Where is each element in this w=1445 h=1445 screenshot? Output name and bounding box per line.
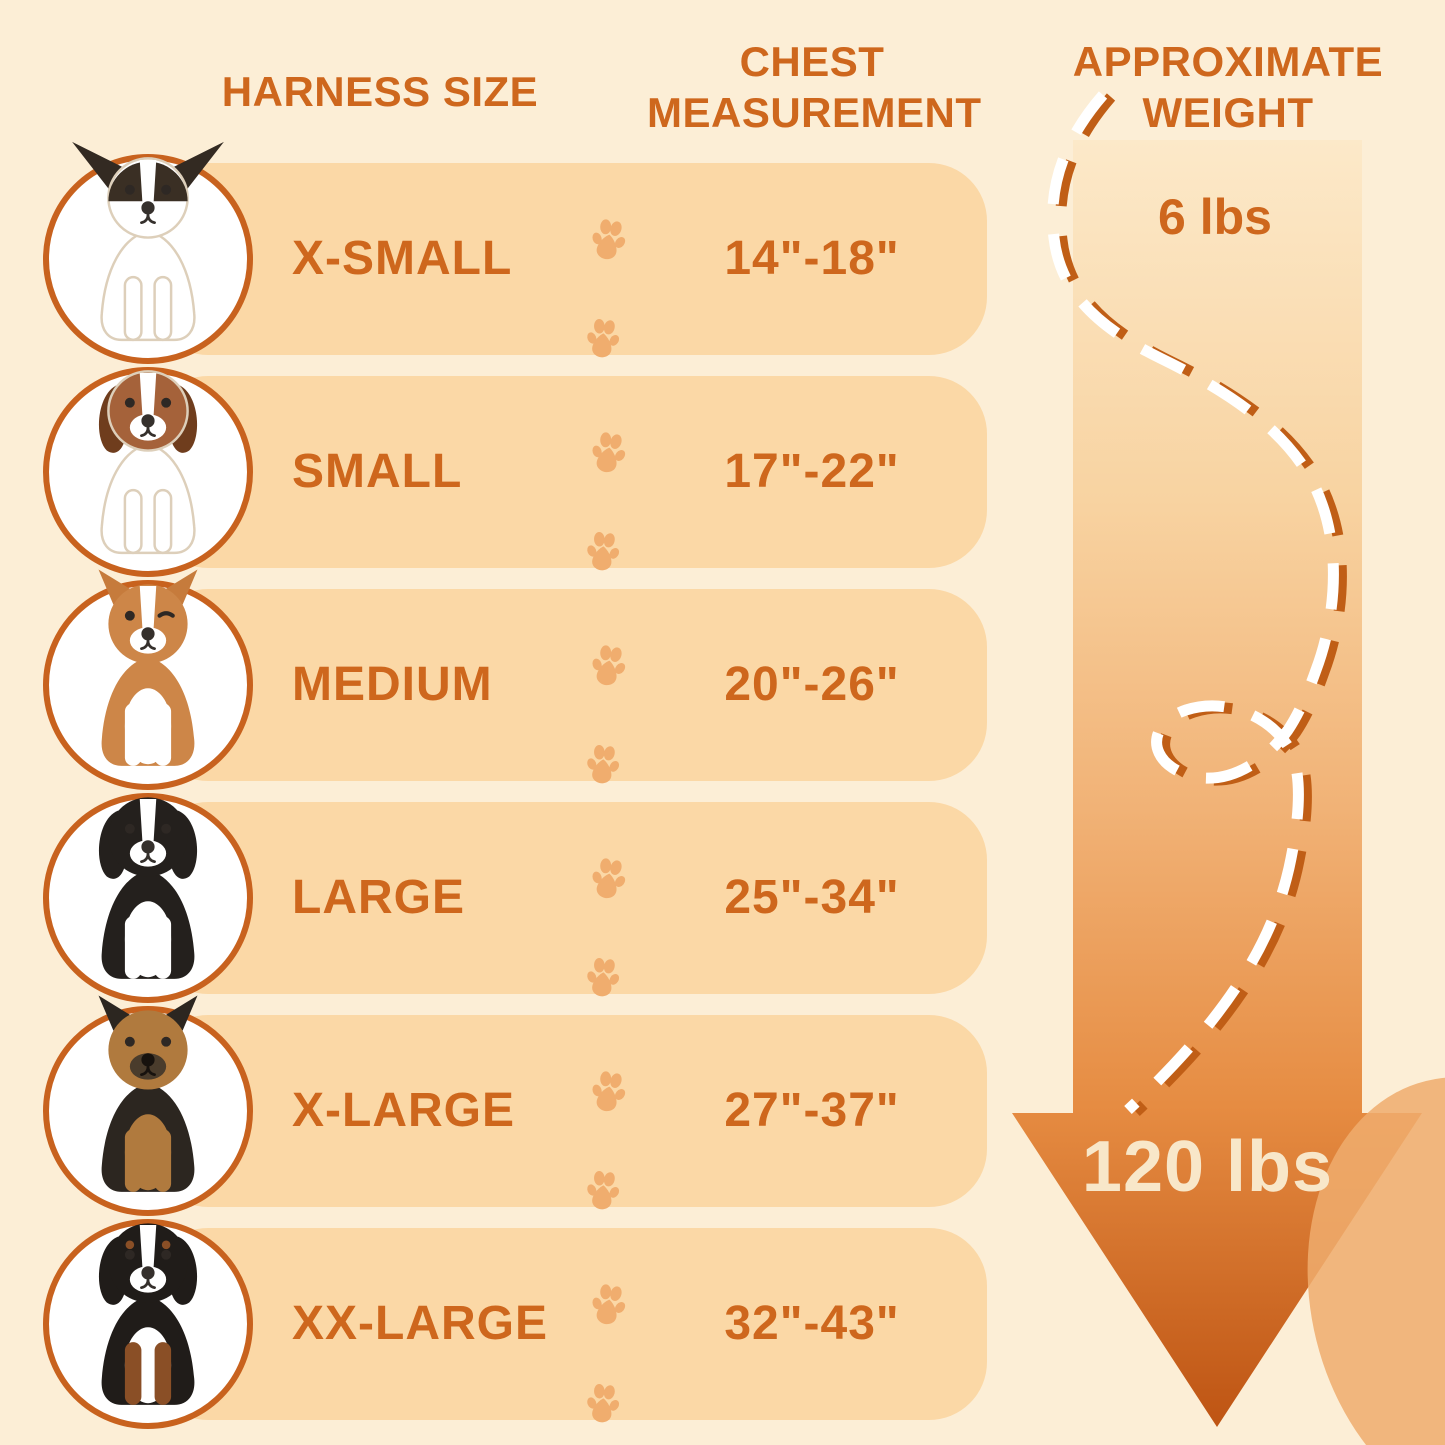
header-chest-measurement: CHEST MEASUREMENT [647, 38, 982, 137]
size-row-large: LARGE 25"-34" [0, 793, 1445, 1003]
harness-size-label: MEDIUM [292, 658, 493, 711]
chest-measurement-value: 17"-22" [724, 445, 900, 498]
harness-size-label: LARGE [292, 871, 465, 924]
harness-size-label: XX-LARGE [292, 1297, 549, 1350]
row-background [150, 1228, 987, 1420]
max-weight-label: 120 lbs [1081, 1127, 1334, 1207]
dog-photo-papillon [49, 135, 247, 350]
paw-prints-divider [583, 1068, 631, 1211]
size-row-x-small: X-SMALL 14"-18" [0, 141, 1445, 364]
harness-size-label: X-SMALL [292, 232, 513, 285]
paw-prints-divider [583, 855, 631, 998]
size-row-medium: MEDIUM 20"-26" [0, 569, 1445, 790]
min-weight-label: 6 lbs [1158, 189, 1272, 245]
dog-photo-jack-russell-terrier [49, 348, 247, 563]
row-background [150, 1015, 987, 1207]
row-background [150, 802, 987, 994]
row-background [150, 163, 987, 355]
chest-measurement-value: 25"-34" [724, 871, 900, 924]
size-row-xx-large: XX-LARGE 32"-43" [0, 1219, 1445, 1429]
row-background [150, 589, 987, 781]
harness-size-label: X-LARGE [292, 1084, 515, 1137]
size-row-small: SMALL 17"-22" [0, 367, 1445, 577]
paw-prints-divider [583, 642, 631, 785]
paw-prints-divider [583, 1281, 631, 1424]
size-row-x-large: X-LARGE 27"-37" [0, 995, 1445, 1216]
chest-measurement-value: 14"-18" [724, 232, 900, 285]
row-background [150, 376, 987, 568]
paw-prints-divider [583, 216, 631, 359]
dog-photo-german-shepherd [49, 987, 247, 1202]
dog-photo-bernese-mountain-dog [49, 1200, 247, 1415]
chest-measurement-value: 27"-37" [724, 1084, 900, 1137]
dog-photo-corgi [49, 561, 247, 776]
chest-measurement-value: 20"-26" [724, 658, 900, 711]
chest-measurement-value: 32"-43" [724, 1297, 900, 1350]
header-harness-size: HARNESS SIZE [221, 68, 539, 115]
harness-size-label: SMALL [292, 445, 463, 498]
paw-prints-divider [583, 429, 631, 572]
dog-photo-border-collie [49, 774, 247, 989]
header-approximate-weight: APPROXIMATE WEIGHT [1072, 38, 1384, 137]
